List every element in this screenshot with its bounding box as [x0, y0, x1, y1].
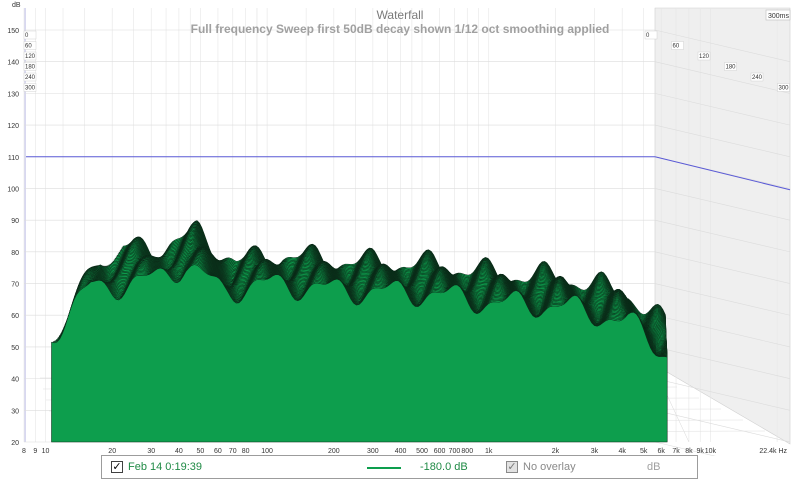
x-tick-label: 7k [672, 448, 680, 455]
y-tick-label: 130 [7, 91, 19, 98]
y-tick-label: 140 [7, 60, 19, 67]
z-depth-tick-box [724, 62, 737, 71]
x-tick-label: 3k [591, 448, 599, 455]
z-depth-tick-label: 180 [726, 65, 737, 71]
y-tick-label: 80 [11, 250, 19, 257]
x-tick-label: 800 [461, 448, 473, 455]
x-tick-label: 400 [395, 448, 407, 455]
y-tick-label: 90 [11, 218, 19, 225]
reference-level-line-depth [654, 156, 791, 191]
x-tick-label: 600 [434, 448, 446, 455]
level-value: -180.0 dB [420, 461, 468, 473]
z-depth-tick-label: 60 [673, 44, 680, 50]
y-tick-label: 50 [11, 345, 19, 352]
x-tick-label: 9k [697, 448, 705, 455]
z-tick-box [23, 30, 37, 40]
x-tick-label: 22.4k Hz [759, 448, 787, 455]
measurement-checkbox[interactable]: ✓ [111, 460, 123, 473]
x-tick-label: 2k [552, 448, 560, 455]
z-tick-box [23, 51, 37, 61]
z-depth-tick-box [750, 72, 764, 82]
x-tick-label: 500 [416, 448, 428, 455]
legend-bar: ✓ Feb 14 0:19:39 -180.0 dB ✓ No overlay … [101, 455, 698, 479]
y-tick-label: 20 [11, 440, 19, 447]
z-tick-label: 60 [25, 44, 32, 50]
overlay-checkbox[interactable]: ✓ [506, 460, 518, 473]
plot-overlay [26, 156, 791, 191]
y-tick-label: 30 [11, 408, 19, 415]
z-depth-tick-label: 0 [646, 33, 650, 39]
x-tick-label: 700 [449, 448, 461, 455]
unit-label: dB [647, 461, 661, 473]
z-depth-tick-label: 240 [752, 75, 763, 81]
z-tick-box [23, 62, 37, 71]
x-tick-label: 4k [618, 448, 626, 455]
z-tick-label: 240 [25, 75, 36, 81]
waterfall-slice [51, 264, 668, 443]
z-depth-tick-box [697, 51, 711, 61]
z-depth-tick-label: 120 [699, 54, 710, 60]
y-tick-label: 60 [11, 313, 19, 320]
overlay-label[interactable]: No overlay [523, 461, 576, 473]
x-tick-label: 60 [214, 448, 222, 455]
y-tick-label: 120 [7, 123, 19, 130]
x-tick-label: 10 [42, 448, 50, 455]
x-tick-label: 300 [367, 448, 379, 455]
x-tick-label: 30 [147, 448, 155, 455]
chart-title: Waterfall [377, 8, 424, 22]
z-tick-box [23, 83, 37, 92]
y-tick-label: 70 [11, 282, 19, 289]
x-tick-label: 10k [705, 448, 717, 455]
x-tick-label: 8k [685, 448, 693, 455]
x-tick-label: 8 [22, 448, 26, 455]
y-unit-label: dB [12, 2, 21, 9]
z-tick-label: 0 [25, 33, 29, 39]
waterfall-surface [51, 220, 668, 443]
z-tick-box [23, 72, 37, 82]
z-tick-label: 120 [25, 54, 36, 60]
x-tick-label: 100 [261, 448, 273, 455]
z-tick-label: 300 [25, 86, 36, 92]
measurement-color-swatch [367, 467, 401, 469]
y-tick-label: 100 [7, 186, 19, 193]
x-tick-label: 1k [485, 448, 493, 455]
x-tick-label: 200 [328, 448, 340, 455]
x-tick-label: 40 [175, 448, 183, 455]
x-tick-label: 5k [640, 448, 648, 455]
x-tick-label: 50 [196, 448, 204, 455]
x-tick-label: 6k [658, 448, 666, 455]
z-unit-label: 300ms [768, 13, 790, 20]
z-depth-tick-box [671, 41, 684, 50]
x-tick-label: 80 [242, 448, 250, 455]
measurement-label[interactable]: Feb 14 0:19:39 [128, 461, 203, 473]
y-tick-label: 150 [7, 28, 19, 35]
y-tick-label: 40 [11, 377, 19, 384]
z-unit-box [765, 9, 791, 21]
chart-subtitle: Full frequency Sweep first 50dB decay sh… [191, 22, 610, 36]
x-tick-label: 9 [33, 448, 37, 455]
x-tick-label: 70 [229, 448, 237, 455]
z-tick-label: 180 [25, 65, 36, 71]
x-tick-label: 20 [108, 448, 116, 455]
z-tick-box [23, 41, 37, 50]
y-tick-label: 110 [8, 155, 19, 162]
z-depth-tick-box [644, 30, 658, 40]
z-depth-tick-box [777, 83, 790, 92]
z-depth-tick-label: 300 [779, 86, 790, 92]
